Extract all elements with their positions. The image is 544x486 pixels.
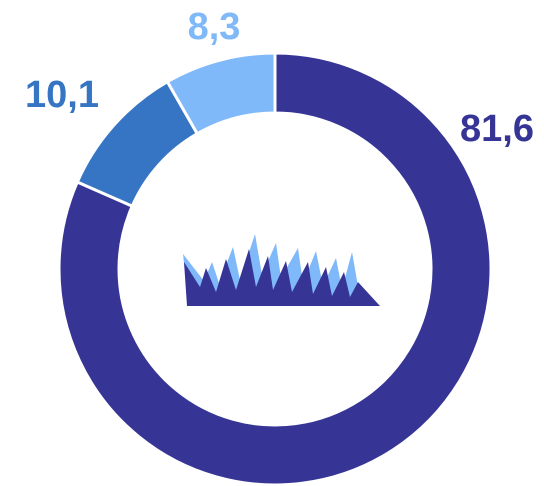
grass-icon (183, 234, 380, 306)
donut-slices (57, 51, 493, 486)
data-label-slice-1: 81,6 (460, 108, 534, 150)
data-labels: 81,6 10,1 8,3 (25, 6, 534, 150)
donut-slice-3 (165, 51, 277, 136)
data-label-slice-3: 8,3 (188, 6, 241, 48)
donut-slice-1 (57, 51, 493, 486)
data-label-slice-2: 10,1 (25, 74, 99, 116)
